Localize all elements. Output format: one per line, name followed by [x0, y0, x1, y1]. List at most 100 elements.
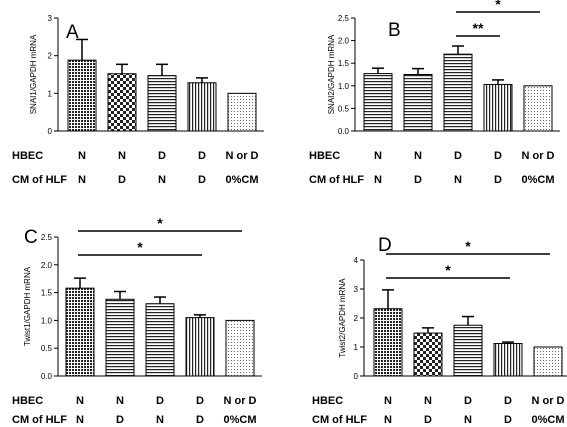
y-tick-label: 0.0 — [41, 372, 53, 381]
y-tick-label: 0.5 — [41, 344, 53, 353]
cm-value: N — [384, 414, 392, 426]
y-tick-label: 1 — [354, 343, 359, 352]
y-tick-label: 1 — [48, 89, 53, 98]
y-tick-label: 0 — [354, 372, 359, 381]
bar — [145, 303, 175, 377]
cm-value: D — [196, 414, 204, 426]
cm-row-label: CM of HLF — [12, 174, 67, 186]
y-tick-label: 0 — [48, 127, 53, 136]
hbec-value: N — [424, 395, 432, 407]
hbec-value: D — [156, 395, 164, 407]
cm-value: 0%CM — [225, 174, 258, 186]
y-tick-label: 4 — [354, 256, 359, 265]
hbec-value: N or D — [522, 150, 555, 162]
y-tick-label: 1.5 — [338, 59, 350, 68]
cm-value: N — [156, 414, 164, 426]
cm-value: 0%CM — [531, 414, 564, 426]
cm-value: N — [76, 414, 84, 426]
bar — [453, 324, 483, 377]
hbec-value: N — [384, 395, 392, 407]
significance-label: * — [495, 0, 501, 12]
bar — [187, 82, 217, 132]
panel-letter: A — [66, 22, 79, 43]
y-tick-label: 2.0 — [41, 261, 53, 270]
y-tick-label: 2 — [48, 52, 53, 61]
hbec-row-label: HBEC — [309, 150, 340, 162]
hbec-value: N — [374, 150, 382, 162]
panel-letter: B — [388, 20, 401, 41]
cm-value: N — [464, 414, 472, 426]
y-tick-label: 0.5 — [338, 104, 350, 113]
y-tick-label: 1.0 — [338, 82, 350, 91]
bar — [413, 332, 443, 377]
bar — [363, 73, 393, 132]
hbec-value: N or D — [226, 150, 259, 162]
hbec-value: N — [118, 150, 126, 162]
bar — [185, 317, 215, 377]
y-axis-label: SNAI2/GAPDH mRNA — [327, 34, 336, 114]
cm-value: D — [424, 414, 432, 426]
cm-value: 0%CM — [223, 414, 256, 426]
hbec-value: D — [454, 150, 462, 162]
hbec-value: D — [494, 150, 502, 162]
hbec-value: N — [116, 395, 124, 407]
bar — [65, 287, 95, 377]
hbec-value: D — [504, 395, 512, 407]
bar — [373, 308, 403, 377]
significance-label: * — [445, 262, 451, 278]
bar — [105, 298, 135, 377]
bar — [483, 83, 513, 132]
hbec-value: N — [414, 150, 422, 162]
y-tick-label: 1.5 — [41, 289, 53, 298]
cm-row-label: CM of HLF — [312, 414, 367, 426]
panel-letter: D — [378, 235, 392, 256]
cm-value: N — [454, 174, 462, 186]
panel-c: C 0.0 0.5 1.0 1.5 2.0 2.5 Twist1/GAPDH mRNA * * HB… — [12, 215, 262, 426]
hbec-row-label: HBEC — [12, 395, 43, 407]
y-tick-label: 3 — [48, 14, 53, 23]
bar — [67, 59, 97, 132]
cm-value: N — [158, 174, 166, 186]
cm-value: D — [118, 174, 126, 186]
hbec-value: D — [158, 150, 166, 162]
hbec-value: D — [196, 395, 204, 407]
significance-label: * — [137, 239, 143, 255]
cm-row-label: CM of HLF — [12, 414, 67, 426]
cm-row-label: CM of HLF — [309, 174, 364, 186]
hbec-value: N — [76, 395, 84, 407]
hbec-value: D — [464, 395, 472, 407]
bar — [493, 343, 523, 377]
y-tick-label: 0.0 — [338, 127, 350, 136]
bar — [533, 346, 563, 377]
bar — [225, 319, 255, 377]
significance-label: ** — [473, 20, 484, 36]
y-tick-label: 1.0 — [41, 316, 53, 325]
hbec-row-label: HBEC — [12, 150, 43, 162]
bar — [107, 73, 137, 132]
y-axis-label: SNAI1/GAPDH mRNA — [29, 34, 38, 114]
bar — [523, 85, 553, 132]
panel-letter: C — [24, 227, 38, 248]
y-tick-label: 2.5 — [41, 233, 53, 242]
cm-value: N — [374, 174, 382, 186]
cm-value: N — [78, 174, 86, 186]
y-tick-label: 2.0 — [338, 37, 350, 46]
bar — [403, 74, 433, 132]
cm-value: 0%CM — [521, 174, 554, 186]
significance-label: * — [157, 215, 163, 231]
cm-value: D — [494, 174, 502, 186]
y-tick-label: 3 — [354, 285, 359, 294]
hbec-value: N or D — [532, 395, 565, 407]
y-axis-label: Twist2/GAPDH mRNA — [338, 278, 347, 358]
y-tick-label: 2.5 — [338, 14, 350, 23]
bar — [227, 92, 257, 132]
cm-value: D — [198, 174, 206, 186]
hbec-row-label: HBEC — [312, 395, 343, 407]
y-axis-label: Twist1/GAPDH mRNA — [23, 266, 32, 346]
significance-label: * — [465, 238, 471, 254]
cm-value: D — [504, 414, 512, 426]
